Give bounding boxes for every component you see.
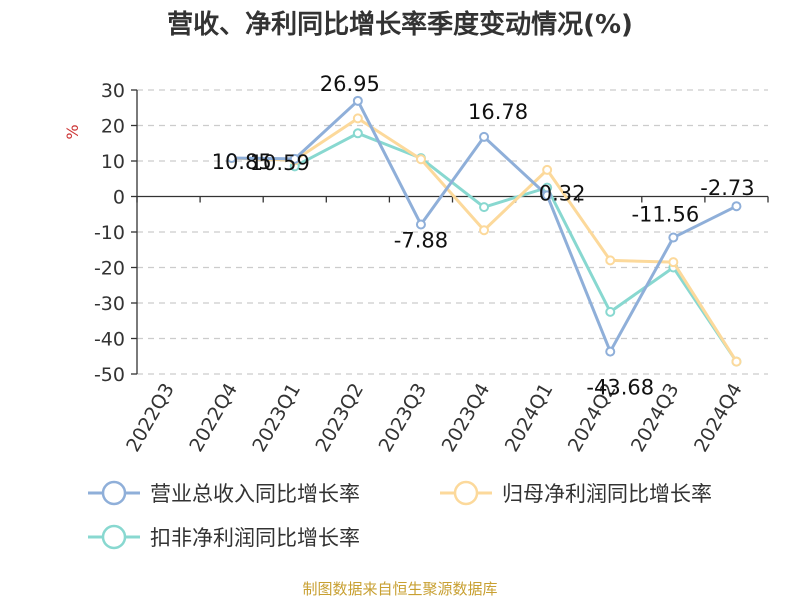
x-tick-label: 2022Q4 <box>185 380 242 456</box>
x-tick-label: 2024Q4 <box>690 380 747 456</box>
y-tick-label: -20 <box>94 258 125 280</box>
data-point <box>289 153 300 164</box>
data-point <box>352 113 363 124</box>
x-tick-label: 2024Q1 <box>501 380 558 456</box>
data-point <box>415 154 426 165</box>
source-note: 制图数据来自恒生聚源数据库 <box>302 580 498 598</box>
data-label: -43.68 <box>586 376 654 400</box>
y-tick-label: -50 <box>94 364 125 386</box>
data-point <box>479 202 490 213</box>
y-tick-label: 30 <box>101 80 125 102</box>
legend-label: 营业总收入同比增长率 <box>150 482 360 506</box>
data-point <box>605 346 616 357</box>
y-tick-label: -10 <box>94 222 125 244</box>
data-label: 0.32 <box>539 181 586 205</box>
y-tick-label: -40 <box>94 329 125 351</box>
chart-title: 营收、净利同比增长率季度变动情况(%) <box>167 10 633 40</box>
x-tick-label: 2023Q3 <box>375 380 432 456</box>
y-tick-label: 10 <box>101 151 125 173</box>
data-label: 10.59 <box>250 151 310 175</box>
data-point <box>352 128 363 139</box>
data-point <box>479 131 490 142</box>
data-point <box>226 152 237 163</box>
data-label: -11.56 <box>631 203 699 227</box>
legend-marker <box>453 480 479 506</box>
data-point <box>542 190 553 201</box>
y-tick-label: -30 <box>94 293 125 315</box>
data-label: 16.78 <box>468 100 528 124</box>
data-point <box>605 306 616 317</box>
data-point <box>668 257 679 268</box>
legend-marker <box>101 524 127 550</box>
data-label: 10.85 <box>212 150 272 174</box>
data-point <box>668 232 679 243</box>
x-tick-label: 2023Q1 <box>248 380 305 456</box>
legend-label: 归母净利润同比增长率 <box>502 482 712 506</box>
series-line <box>294 131 738 363</box>
x-tick-label: 2022Q3 <box>122 380 179 456</box>
x-tick-label: 2023Q4 <box>438 380 495 456</box>
legend-label: 扣非净利润同比增长率 <box>150 526 360 550</box>
data-point <box>605 255 616 266</box>
x-tick-label: 2023Q2 <box>311 380 368 456</box>
data-point <box>731 201 742 212</box>
data-point <box>415 219 426 230</box>
y-axis-unit: % <box>63 124 82 139</box>
data-point <box>731 356 742 367</box>
y-tick-label: 20 <box>101 116 125 138</box>
data-label: -2.73 <box>700 176 754 200</box>
data-point <box>352 95 363 106</box>
data-point <box>542 164 553 175</box>
legend-marker <box>101 480 127 506</box>
data-label: 26.95 <box>320 72 380 96</box>
data-point <box>479 225 490 236</box>
data-label: -7.88 <box>394 228 448 252</box>
y-tick-label: 0 <box>113 187 125 209</box>
